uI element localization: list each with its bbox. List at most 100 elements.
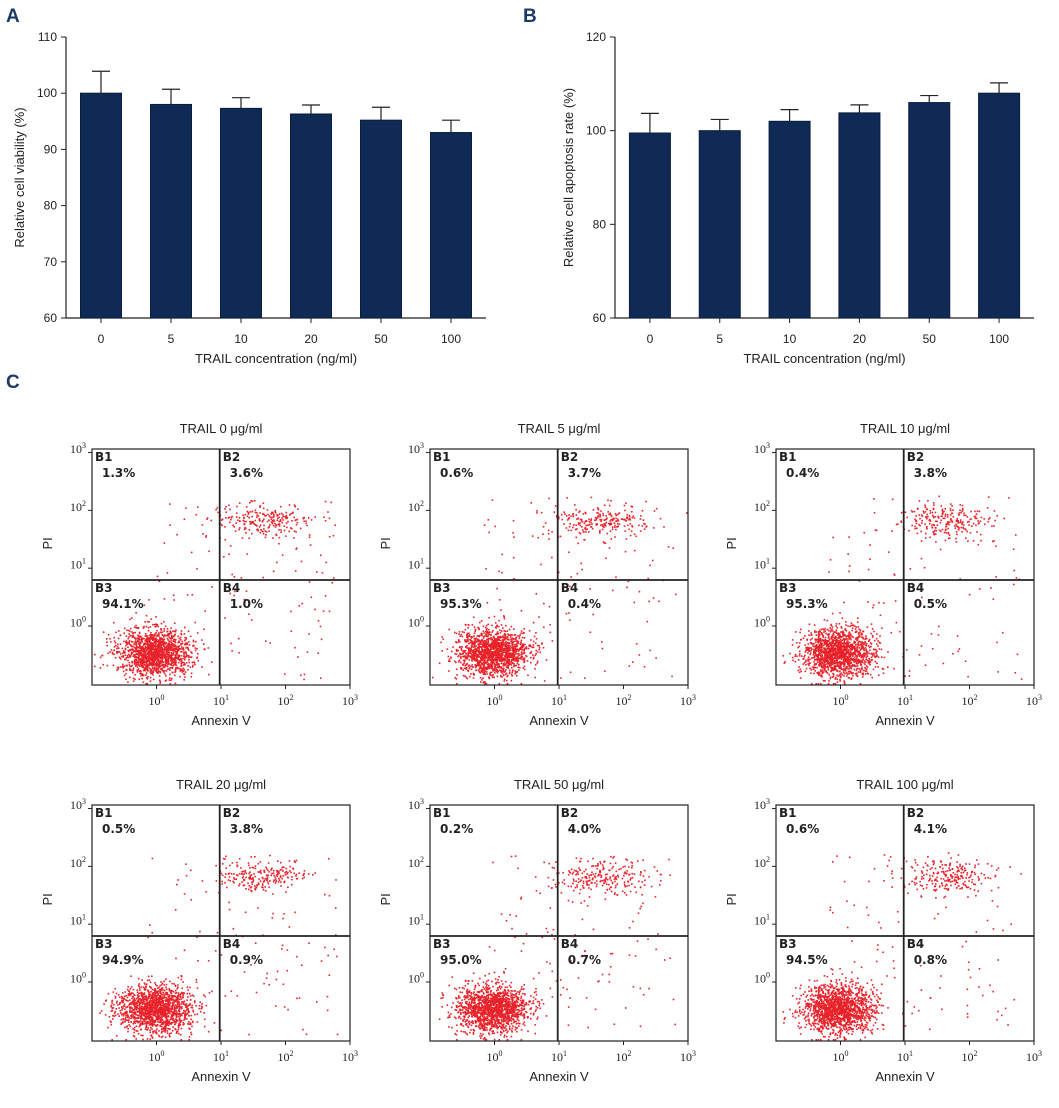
scatter-point (190, 551, 193, 554)
scatter-point (826, 656, 829, 659)
scatter-point (235, 512, 238, 515)
scatter-point (486, 648, 489, 650)
scatter-point (830, 661, 833, 664)
scatter-point (126, 643, 129, 645)
scatter-point (135, 644, 137, 647)
scatter-point (644, 523, 646, 526)
scatter-point (829, 676, 832, 679)
x-axis-title: TRAIL concentration (ng/ml) (195, 351, 357, 366)
scatter-point (849, 634, 852, 637)
x-tick-label: 100 (989, 332, 1009, 346)
quadrant-percent-B3: 95.3% (440, 597, 482, 611)
scatter-point (836, 674, 838, 677)
scatter-point (523, 651, 526, 654)
scatter-point (145, 640, 148, 643)
scatter-point (296, 521, 299, 524)
scatter-point (492, 629, 494, 632)
scatter-point (844, 646, 847, 648)
scatter-point (538, 647, 541, 649)
y-tick-label: 90 (44, 142, 58, 156)
scatter-point (471, 640, 473, 642)
scatter-point (160, 657, 163, 660)
scatter-point (138, 640, 140, 643)
scatter-point (171, 677, 173, 680)
scatter-point (155, 632, 158, 634)
scatter-point (643, 665, 646, 668)
scatter-point (505, 679, 508, 682)
scatter-point (139, 644, 141, 646)
scatter-point (487, 641, 489, 644)
scatter-point (138, 643, 141, 646)
scatter-point (627, 580, 630, 583)
scatter-point (161, 656, 164, 658)
scatter-point (167, 661, 170, 663)
scatter-point (328, 517, 331, 520)
scatter-point (168, 652, 171, 654)
scatter-point (498, 646, 500, 648)
scatter-point (503, 615, 505, 617)
scatter-point (503, 633, 506, 636)
scatter-point (190, 672, 193, 675)
scatter-point (470, 657, 473, 660)
scatter-point (577, 522, 580, 524)
scatter-point (667, 546, 670, 548)
scatter-point (800, 628, 802, 631)
scatter-point (831, 626, 834, 628)
scatter-point (463, 631, 465, 634)
scatter-point (152, 623, 154, 626)
scatter-point (157, 662, 160, 664)
scatter-point (515, 643, 518, 646)
scatter-point (186, 642, 188, 644)
scatter-point (285, 514, 288, 517)
scatter-point (520, 642, 522, 644)
scatter-point (871, 636, 874, 638)
scatter-point (815, 654, 817, 657)
scatter-point (842, 652, 845, 654)
scatter-point (821, 633, 823, 636)
scatter-point (815, 631, 818, 633)
scatter-point (510, 654, 512, 657)
scatter-point (160, 628, 162, 630)
scatter-point (521, 644, 523, 647)
scatter-point (848, 665, 850, 667)
scatter-point (165, 679, 168, 682)
scatter-point (489, 649, 492, 652)
scatter-point (482, 645, 484, 648)
scatter-point (870, 645, 872, 648)
scatter-point (833, 643, 836, 645)
scatter-point (880, 648, 883, 651)
scatter-point (319, 554, 322, 557)
scatter-point (156, 635, 158, 637)
scatter-point (520, 646, 523, 649)
scatter-point (179, 636, 182, 639)
scatter-point (171, 643, 173, 645)
scatter-point (862, 653, 864, 656)
scatter-point (845, 654, 847, 656)
scatter-point (809, 653, 812, 656)
scatter-point (530, 651, 533, 653)
scatter-point (507, 666, 509, 669)
scatter-points (432, 496, 688, 685)
scatter-point (294, 505, 297, 508)
y-tick-label: 60 (44, 311, 58, 325)
scatter-point (180, 669, 182, 672)
scatter-point (173, 645, 175, 647)
scatter-point (468, 634, 471, 636)
scatter-point (168, 636, 171, 638)
scatter-point (482, 662, 485, 664)
scatter-point (494, 642, 497, 644)
scatter-point (164, 625, 167, 628)
scatter-point (876, 655, 878, 658)
scatter-point (166, 572, 169, 574)
scatter-point (838, 640, 840, 642)
scatter-point (238, 651, 240, 654)
scatter-point (246, 515, 249, 517)
scatter-point (881, 667, 884, 670)
scatter-point (551, 556, 553, 559)
scatter-point (532, 644, 535, 646)
scatter-point (850, 658, 853, 661)
scatter-point (478, 662, 480, 665)
scatter-point (834, 653, 837, 656)
scatter-point (470, 637, 473, 639)
scatter-point (493, 651, 495, 654)
